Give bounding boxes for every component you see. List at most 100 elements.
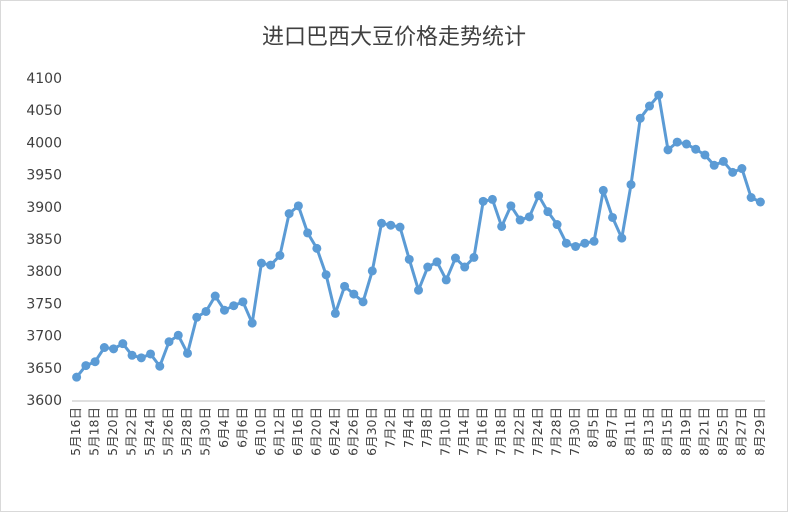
marker	[709, 160, 719, 170]
marker	[72, 372, 82, 382]
marker	[367, 266, 377, 276]
marker	[238, 297, 248, 307]
marker	[561, 238, 571, 248]
marker	[728, 167, 738, 177]
x-tick-label: 8月5日	[586, 407, 601, 448]
marker	[99, 343, 109, 353]
marker	[746, 192, 756, 202]
x-tick-label: 7月10日	[438, 407, 453, 456]
x-tick-label: 8月27日	[733, 407, 748, 456]
marker	[608, 212, 618, 222]
marker	[256, 258, 266, 268]
marker	[109, 344, 119, 354]
marker	[571, 241, 581, 251]
marker	[136, 353, 146, 363]
marker	[450, 253, 460, 263]
marker	[524, 212, 534, 222]
x-tick-label: 6月30日	[364, 407, 379, 456]
marker	[534, 191, 544, 201]
marker	[210, 291, 220, 301]
marker	[146, 349, 156, 359]
chart-title: 进口巴西大豆价格走势统计	[262, 25, 526, 50]
marker	[81, 361, 91, 371]
x-tick-label: 8月19日	[678, 407, 693, 456]
marker	[718, 156, 728, 166]
marker	[635, 113, 645, 123]
y-tick-label: 4050	[26, 103, 62, 119]
marker	[127, 350, 137, 360]
marker	[626, 180, 636, 190]
x-tick-label: 6月16日	[290, 407, 305, 456]
marker	[284, 209, 294, 219]
y-tick-label: 3700	[26, 329, 62, 345]
marker	[201, 306, 211, 316]
marker	[164, 337, 174, 347]
x-tick-label: 5月20日	[105, 407, 120, 456]
x-tick-label: 5月24日	[142, 407, 157, 456]
marker	[580, 238, 590, 248]
marker	[663, 145, 673, 155]
y-tick-label: 3950	[26, 168, 62, 184]
x-tick-label: 6月24日	[327, 407, 342, 456]
x-tick-label: 8月29日	[752, 407, 767, 456]
x-tick-label: 8月15日	[659, 407, 674, 456]
marker	[543, 207, 553, 217]
marker	[173, 330, 183, 340]
marker	[414, 285, 423, 295]
y-tick-label: 3850	[26, 232, 62, 248]
x-tick-label: 7月30日	[567, 407, 582, 456]
y-tick-label: 3750	[26, 296, 62, 312]
marker	[645, 101, 654, 111]
marker	[192, 312, 202, 322]
marker	[340, 281, 350, 291]
x-tick-label: 7月2日	[382, 407, 397, 448]
marker	[497, 221, 507, 231]
marker	[266, 260, 276, 270]
marker	[358, 297, 368, 307]
y-tick-label: 4000	[26, 135, 62, 151]
x-tick-label: 7月4日	[401, 407, 416, 448]
marker	[432, 257, 442, 267]
x-tick-label: 8月7日	[604, 407, 619, 448]
y-tick-label: 3900	[26, 200, 62, 216]
marker	[395, 222, 405, 232]
marker	[589, 236, 599, 246]
x-tick-label: 7月18日	[493, 407, 508, 456]
marker	[737, 164, 747, 174]
marker	[755, 197, 765, 207]
marker	[469, 252, 479, 262]
marker	[506, 201, 516, 211]
x-tick-label: 5月22日	[124, 407, 139, 456]
marker	[247, 318, 257, 328]
x-tick-label: 5月28日	[179, 407, 194, 456]
marker	[155, 361, 165, 371]
x-tick-label: 7月22日	[512, 407, 527, 456]
marker	[681, 139, 691, 149]
marker	[219, 305, 229, 315]
marker	[293, 201, 303, 211]
marker	[617, 233, 627, 243]
y-tick-label: 3600	[26, 393, 62, 409]
x-tick-label: 5月26日	[161, 407, 176, 456]
x-tick-label: 7月14日	[456, 407, 471, 456]
x-tick-label: 5月30日	[197, 407, 212, 456]
marker	[229, 301, 239, 311]
marker	[349, 289, 359, 299]
marker	[118, 339, 128, 349]
x-tick-label: 8月25日	[715, 407, 730, 456]
x-tick-label: 8月13日	[641, 407, 656, 456]
marker	[478, 196, 488, 206]
marker	[321, 270, 331, 280]
x-tick-label: 6月10日	[253, 407, 268, 456]
marker	[330, 308, 340, 318]
x-tick-label: 6月4日	[216, 407, 231, 448]
marker	[377, 218, 387, 228]
y-tick-label: 3650	[26, 361, 62, 377]
y-tick-label: 3800	[26, 264, 62, 280]
marker	[598, 185, 608, 195]
x-tick-label: 7月8日	[419, 407, 434, 448]
marker	[654, 90, 664, 100]
x-tick-label: 6月6日	[234, 407, 249, 448]
x-tick-label: 6月26日	[345, 407, 360, 456]
